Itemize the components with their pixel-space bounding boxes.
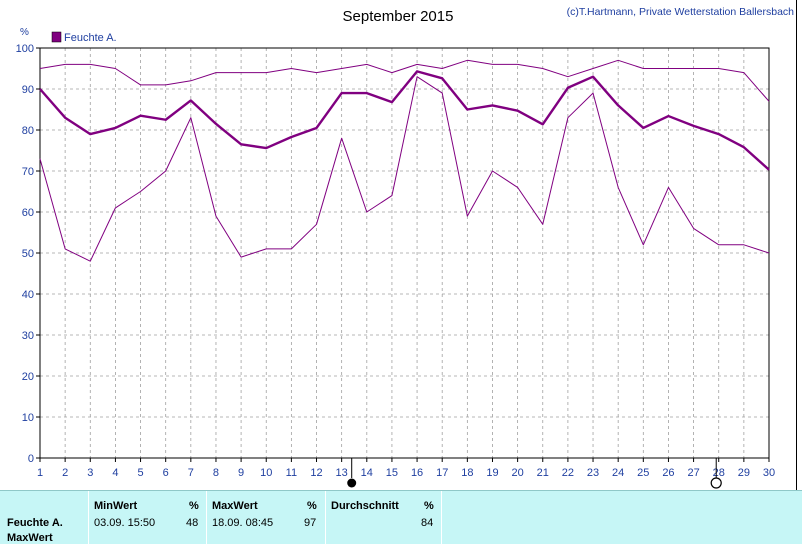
y-tick-label: 70 — [22, 166, 34, 178]
x-tick-label: 4 — [112, 467, 118, 479]
y-tick-label: 60 — [22, 207, 34, 219]
x-tick-label: 30 — [763, 467, 775, 479]
x-tick-label: 21 — [537, 467, 549, 479]
x-tick-label: 29 — [738, 467, 750, 479]
max-value: 97 — [304, 517, 317, 529]
series-line-max — [39, 59, 770, 102]
max-unit: % — [307, 500, 317, 512]
window-edge — [796, 0, 802, 490]
moon-phase-markers — [347, 458, 722, 489]
legend-label: Feuchte A. — [64, 32, 117, 44]
grid-layer — [40, 48, 769, 458]
x-tick-label: 9 — [238, 467, 244, 479]
x-tick-label: 6 — [163, 467, 169, 479]
min-time: 03.09. 15:50 — [94, 517, 156, 529]
legend-swatch — [51, 31, 62, 43]
x-tick-label: 8 — [213, 467, 219, 479]
stats-divider — [325, 491, 326, 544]
x-ticks: 1 2 3 4 5 6 7 8 9 10 11 12 13 14 15 16 17 18 19 20 21 22 23 24 2… — [37, 458, 775, 479]
x-tick-label: 3 — [87, 467, 93, 479]
min-header: MinWert — [94, 500, 138, 512]
chart-title: September 2015 — [343, 8, 454, 25]
x-tick-label: 7 — [188, 467, 194, 479]
y-tick-label: 10 — [22, 412, 34, 424]
series-line-mean — [39, 70, 770, 171]
stats-divider — [441, 491, 442, 544]
x-tick-label: 18 — [461, 467, 473, 479]
max-time: 18.09. 08:45 — [212, 517, 274, 529]
stats-divider — [88, 491, 89, 544]
x-tick-label: 25 — [637, 467, 649, 479]
series-line-min — [39, 76, 770, 262]
x-tick-label: 22 — [562, 467, 574, 479]
y-tick-label: 0 — [28, 453, 34, 465]
x-tick-label: 26 — [662, 467, 674, 479]
x-tick-label: 19 — [486, 467, 498, 479]
y-ticks: 0 10 20 30 40 50 60 70 80 90 100 — [16, 43, 40, 465]
stats-divider — [206, 491, 207, 544]
y-tick-label: 80 — [22, 125, 34, 137]
x-tick-label: 20 — [511, 467, 523, 479]
max-header: MaxWert — [212, 500, 258, 512]
y-tick-label: 50 — [22, 248, 34, 260]
full-moon-icon — [710, 477, 722, 489]
x-tick-label: 23 — [587, 467, 599, 479]
x-tick-label: 27 — [687, 467, 699, 479]
chart-credit: (c)T.Hartmann, Private Wetterstation Bal… — [567, 6, 795, 18]
x-tick-label: 14 — [361, 467, 373, 479]
stats-panel: Feuchte A. MaxWert MinWert % 03.09. 15:5… — [0, 490, 802, 544]
x-tick-label: 15 — [386, 467, 398, 479]
y-tick-label: 40 — [22, 289, 34, 301]
x-tick-label: 28 — [713, 467, 725, 479]
stats-row-label: Feuchte A. — [7, 517, 63, 529]
x-tick-label: 1 — [37, 467, 43, 479]
x-tick-label: 11 — [286, 467, 297, 479]
x-tick-label: 24 — [612, 467, 624, 479]
avg-unit: % — [424, 500, 434, 512]
x-tick-label: 17 — [436, 467, 448, 479]
x-tick-label: 5 — [137, 467, 143, 479]
y-tick-label: 30 — [22, 330, 34, 342]
stats-row-label-2: MaxWert — [7, 532, 53, 544]
new-moon-icon — [347, 478, 357, 488]
y-tick-label: 90 — [22, 84, 34, 96]
y-axis-label: % — [20, 27, 29, 38]
x-tick-label: 13 — [336, 467, 348, 479]
avg-header: Durchschnitt — [331, 500, 399, 512]
min-value: 48 — [186, 517, 199, 529]
x-tick-label: 12 — [310, 467, 322, 479]
avg-value: 84 — [421, 517, 434, 529]
y-tick-label: 100 — [16, 43, 34, 55]
min-unit: % — [189, 500, 199, 512]
x-tick-label: 2 — [62, 467, 68, 479]
x-tick-label: 16 — [411, 467, 423, 479]
x-tick-label: 10 — [260, 467, 272, 479]
series-layer — [39, 59, 770, 262]
y-tick-label: 20 — [22, 371, 34, 383]
